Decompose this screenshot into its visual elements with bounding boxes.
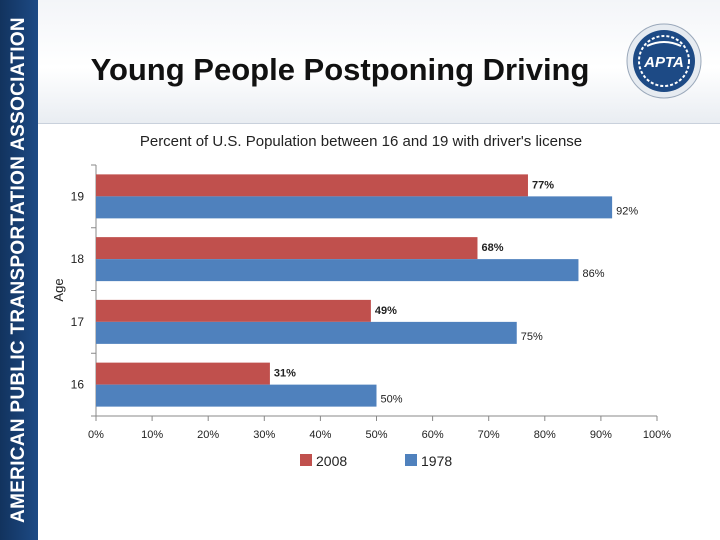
x-tick-label: 70% <box>478 429 500 441</box>
apta-logo: APTA <box>626 23 702 99</box>
x-tick-label: 90% <box>590 429 612 441</box>
legend-swatch <box>405 454 417 466</box>
x-tick-label: 50% <box>365 429 387 441</box>
logo-text: APTA <box>643 54 684 71</box>
x-tick-label: 80% <box>534 429 556 441</box>
bar-1978 <box>96 321 517 344</box>
x-tick-label: 60% <box>422 429 444 441</box>
y-axis-label: Age <box>51 278 66 301</box>
chart-title: Percent of U.S. Population between 16 an… <box>139 133 583 150</box>
legend-swatch <box>300 454 312 466</box>
data-label: 50% <box>381 394 403 406</box>
bar-2008 <box>96 174 528 197</box>
x-tick-label: 40% <box>309 429 331 441</box>
bar-1978 <box>96 259 579 282</box>
x-tick-label: 0% <box>88 429 104 441</box>
data-label: 77% <box>532 179 554 191</box>
bar-1978 <box>96 384 377 407</box>
x-tick-label: 20% <box>197 429 219 441</box>
sidebar-banner <box>0 0 38 540</box>
slide-title: Young People Postponing Driving <box>90 52 590 87</box>
x-tick-label: 10% <box>141 429 163 441</box>
bar-2008 <box>96 362 270 385</box>
data-label: 75% <box>521 331 543 343</box>
category-label: 19 <box>71 189 85 203</box>
bar-1978 <box>96 196 613 219</box>
category-label: 16 <box>71 378 85 392</box>
data-label: 68% <box>481 242 503 254</box>
category-label: 17 <box>71 315 85 329</box>
category-label: 18 <box>71 252 85 266</box>
data-label: 86% <box>582 268 604 280</box>
x-tick-label: 100% <box>643 429 671 441</box>
data-label: 49% <box>375 305 397 317</box>
bar-2008 <box>96 237 478 260</box>
header-bar <box>38 0 720 124</box>
legend-label: 2008 <box>316 453 347 469</box>
data-label: 92% <box>616 205 638 217</box>
x-tick-label: 30% <box>253 429 275 441</box>
bar-2008 <box>96 299 371 322</box>
legend-label: 1978 <box>421 453 452 469</box>
data-label: 31% <box>274 368 296 380</box>
